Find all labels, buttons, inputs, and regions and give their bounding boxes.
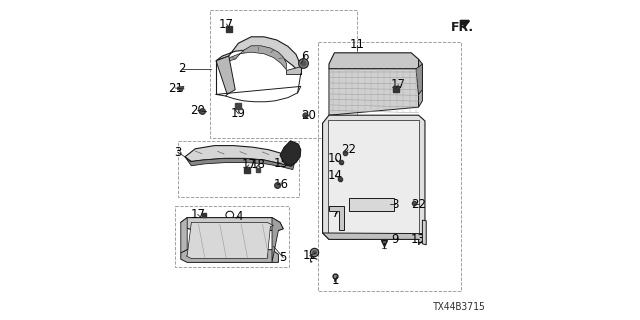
Text: 17: 17 <box>190 208 205 221</box>
Polygon shape <box>227 46 287 70</box>
Polygon shape <box>186 222 274 259</box>
Text: 13: 13 <box>411 233 426 246</box>
Text: 1: 1 <box>332 275 339 287</box>
Bar <box>319 42 461 291</box>
Polygon shape <box>328 120 419 238</box>
Text: 12: 12 <box>302 249 317 262</box>
Polygon shape <box>178 86 184 91</box>
Polygon shape <box>329 69 419 115</box>
Polygon shape <box>280 141 301 166</box>
Text: 15: 15 <box>273 157 289 170</box>
Text: 7: 7 <box>332 207 339 220</box>
Polygon shape <box>185 146 294 166</box>
Text: 3: 3 <box>174 146 181 158</box>
Polygon shape <box>216 56 236 94</box>
Polygon shape <box>287 66 301 74</box>
Polygon shape <box>416 64 422 96</box>
Text: 8: 8 <box>392 198 399 211</box>
Polygon shape <box>216 37 301 74</box>
Polygon shape <box>272 218 283 262</box>
Text: 22: 22 <box>411 198 426 211</box>
Polygon shape <box>185 157 294 170</box>
Text: 2: 2 <box>178 62 186 75</box>
Polygon shape <box>323 115 425 239</box>
Text: 16: 16 <box>273 179 289 191</box>
Text: 18: 18 <box>251 158 266 171</box>
Bar <box>178 141 300 197</box>
Polygon shape <box>422 220 426 245</box>
Polygon shape <box>349 198 394 211</box>
Text: 17: 17 <box>241 158 257 171</box>
Text: 20: 20 <box>190 104 205 117</box>
Text: 19: 19 <box>231 107 246 120</box>
Text: FR.: FR. <box>451 21 474 34</box>
Polygon shape <box>419 59 422 107</box>
Polygon shape <box>329 206 344 230</box>
Text: 20: 20 <box>301 109 316 122</box>
Text: 21: 21 <box>168 82 183 94</box>
Polygon shape <box>181 218 283 230</box>
Text: 14: 14 <box>328 169 343 182</box>
Text: 17: 17 <box>219 18 234 30</box>
Polygon shape <box>181 250 278 262</box>
Polygon shape <box>181 218 187 253</box>
Text: TX44B3715: TX44B3715 <box>433 302 486 312</box>
Text: 17: 17 <box>391 78 406 91</box>
Text: 22: 22 <box>340 143 356 156</box>
Text: 11: 11 <box>349 38 364 51</box>
Polygon shape <box>329 53 419 69</box>
Text: 5: 5 <box>280 251 287 264</box>
Text: 6: 6 <box>301 50 308 62</box>
Text: 10: 10 <box>328 152 343 165</box>
Polygon shape <box>323 233 425 245</box>
Bar <box>175 206 289 267</box>
Bar <box>210 10 357 138</box>
Text: 4: 4 <box>236 210 243 222</box>
Text: 9: 9 <box>392 233 399 246</box>
